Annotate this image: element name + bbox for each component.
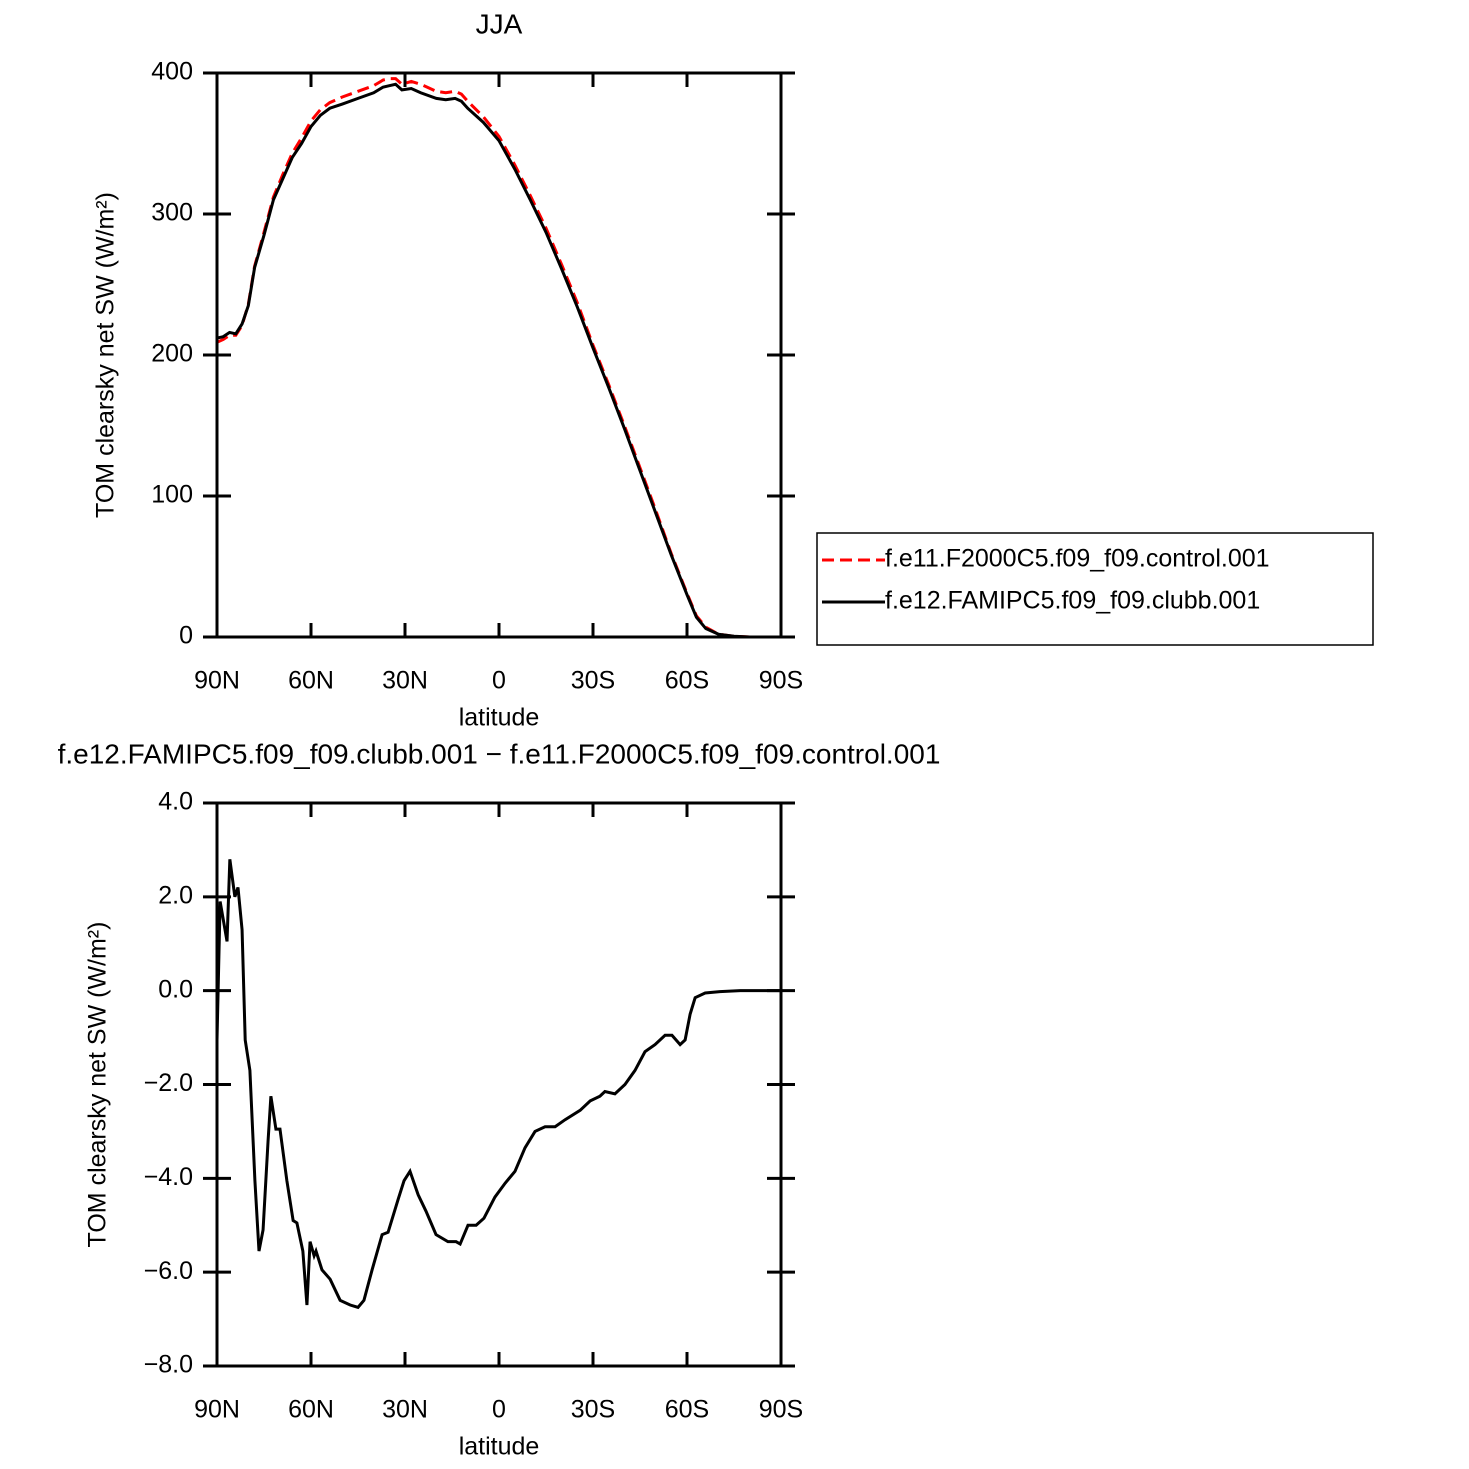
y-tick-label: −4.0 bbox=[144, 1163, 193, 1191]
y-tick-label: 4.0 bbox=[158, 788, 193, 816]
legend-label: f.e11.F2000C5.f09_f09.control.001 bbox=[885, 545, 1270, 573]
y-axis-label: TOM clearsky net SW (W/m²) bbox=[84, 922, 112, 1248]
x-tick-label: 30N bbox=[382, 1396, 428, 1424]
y-axis-label: TOM clearsky net SW (W/m²) bbox=[92, 192, 120, 518]
y-tick-label: −6.0 bbox=[144, 1257, 193, 1285]
chart-title: JJA bbox=[476, 8, 523, 39]
x-tick-label: 60S bbox=[665, 667, 709, 695]
y-tick-label: 2.0 bbox=[158, 881, 193, 909]
y-tick-label: −2.0 bbox=[144, 1069, 193, 1097]
x-tick-label: 90N bbox=[194, 1396, 240, 1424]
x-axis-label: latitude bbox=[459, 704, 540, 732]
x-tick-label: 30N bbox=[382, 667, 428, 695]
legend-label: f.e12.FAMIPC5.f09_f09.clubb.001 bbox=[885, 587, 1260, 615]
legend: f.e11.F2000C5.f09_f09.control.001 f.e12.F… bbox=[816, 532, 1374, 646]
plot-frame bbox=[215, 801, 783, 1368]
x-tick-label: 60N bbox=[288, 667, 334, 695]
x-tick-label: 0 bbox=[492, 667, 506, 695]
data-line bbox=[215, 859, 781, 1310]
x-tick-label: 90N bbox=[194, 667, 240, 695]
x-axis-label: latitude bbox=[459, 1433, 540, 1461]
y-tick-label: 0.0 bbox=[158, 975, 193, 1003]
x-tick-label: 90S bbox=[759, 667, 803, 695]
y-tick-label: 300 bbox=[151, 199, 193, 227]
x-tick-label: 30S bbox=[571, 667, 615, 695]
y-tick-label: 400 bbox=[151, 58, 193, 86]
y-tick-label: 0 bbox=[179, 622, 193, 650]
x-tick-label: 30S bbox=[571, 1396, 615, 1424]
y-tick-label: 100 bbox=[151, 481, 193, 509]
x-tick-label: 60N bbox=[288, 1396, 334, 1424]
x-tick-label: 90S bbox=[759, 1396, 803, 1424]
plot-frame bbox=[215, 71, 783, 639]
data-line bbox=[216, 77, 781, 639]
legend-box bbox=[816, 532, 1374, 646]
x-tick-label: 60S bbox=[665, 1396, 709, 1424]
y-tick-label: 200 bbox=[151, 340, 193, 368]
data-line bbox=[216, 82, 781, 639]
y-tick-label: −8.0 bbox=[144, 1351, 193, 1379]
chart-title: f.e12.FAMIPC5.f09_f09.clubb.001 − f.e11.… bbox=[58, 738, 941, 769]
x-tick-label: 0 bbox=[492, 1396, 506, 1424]
